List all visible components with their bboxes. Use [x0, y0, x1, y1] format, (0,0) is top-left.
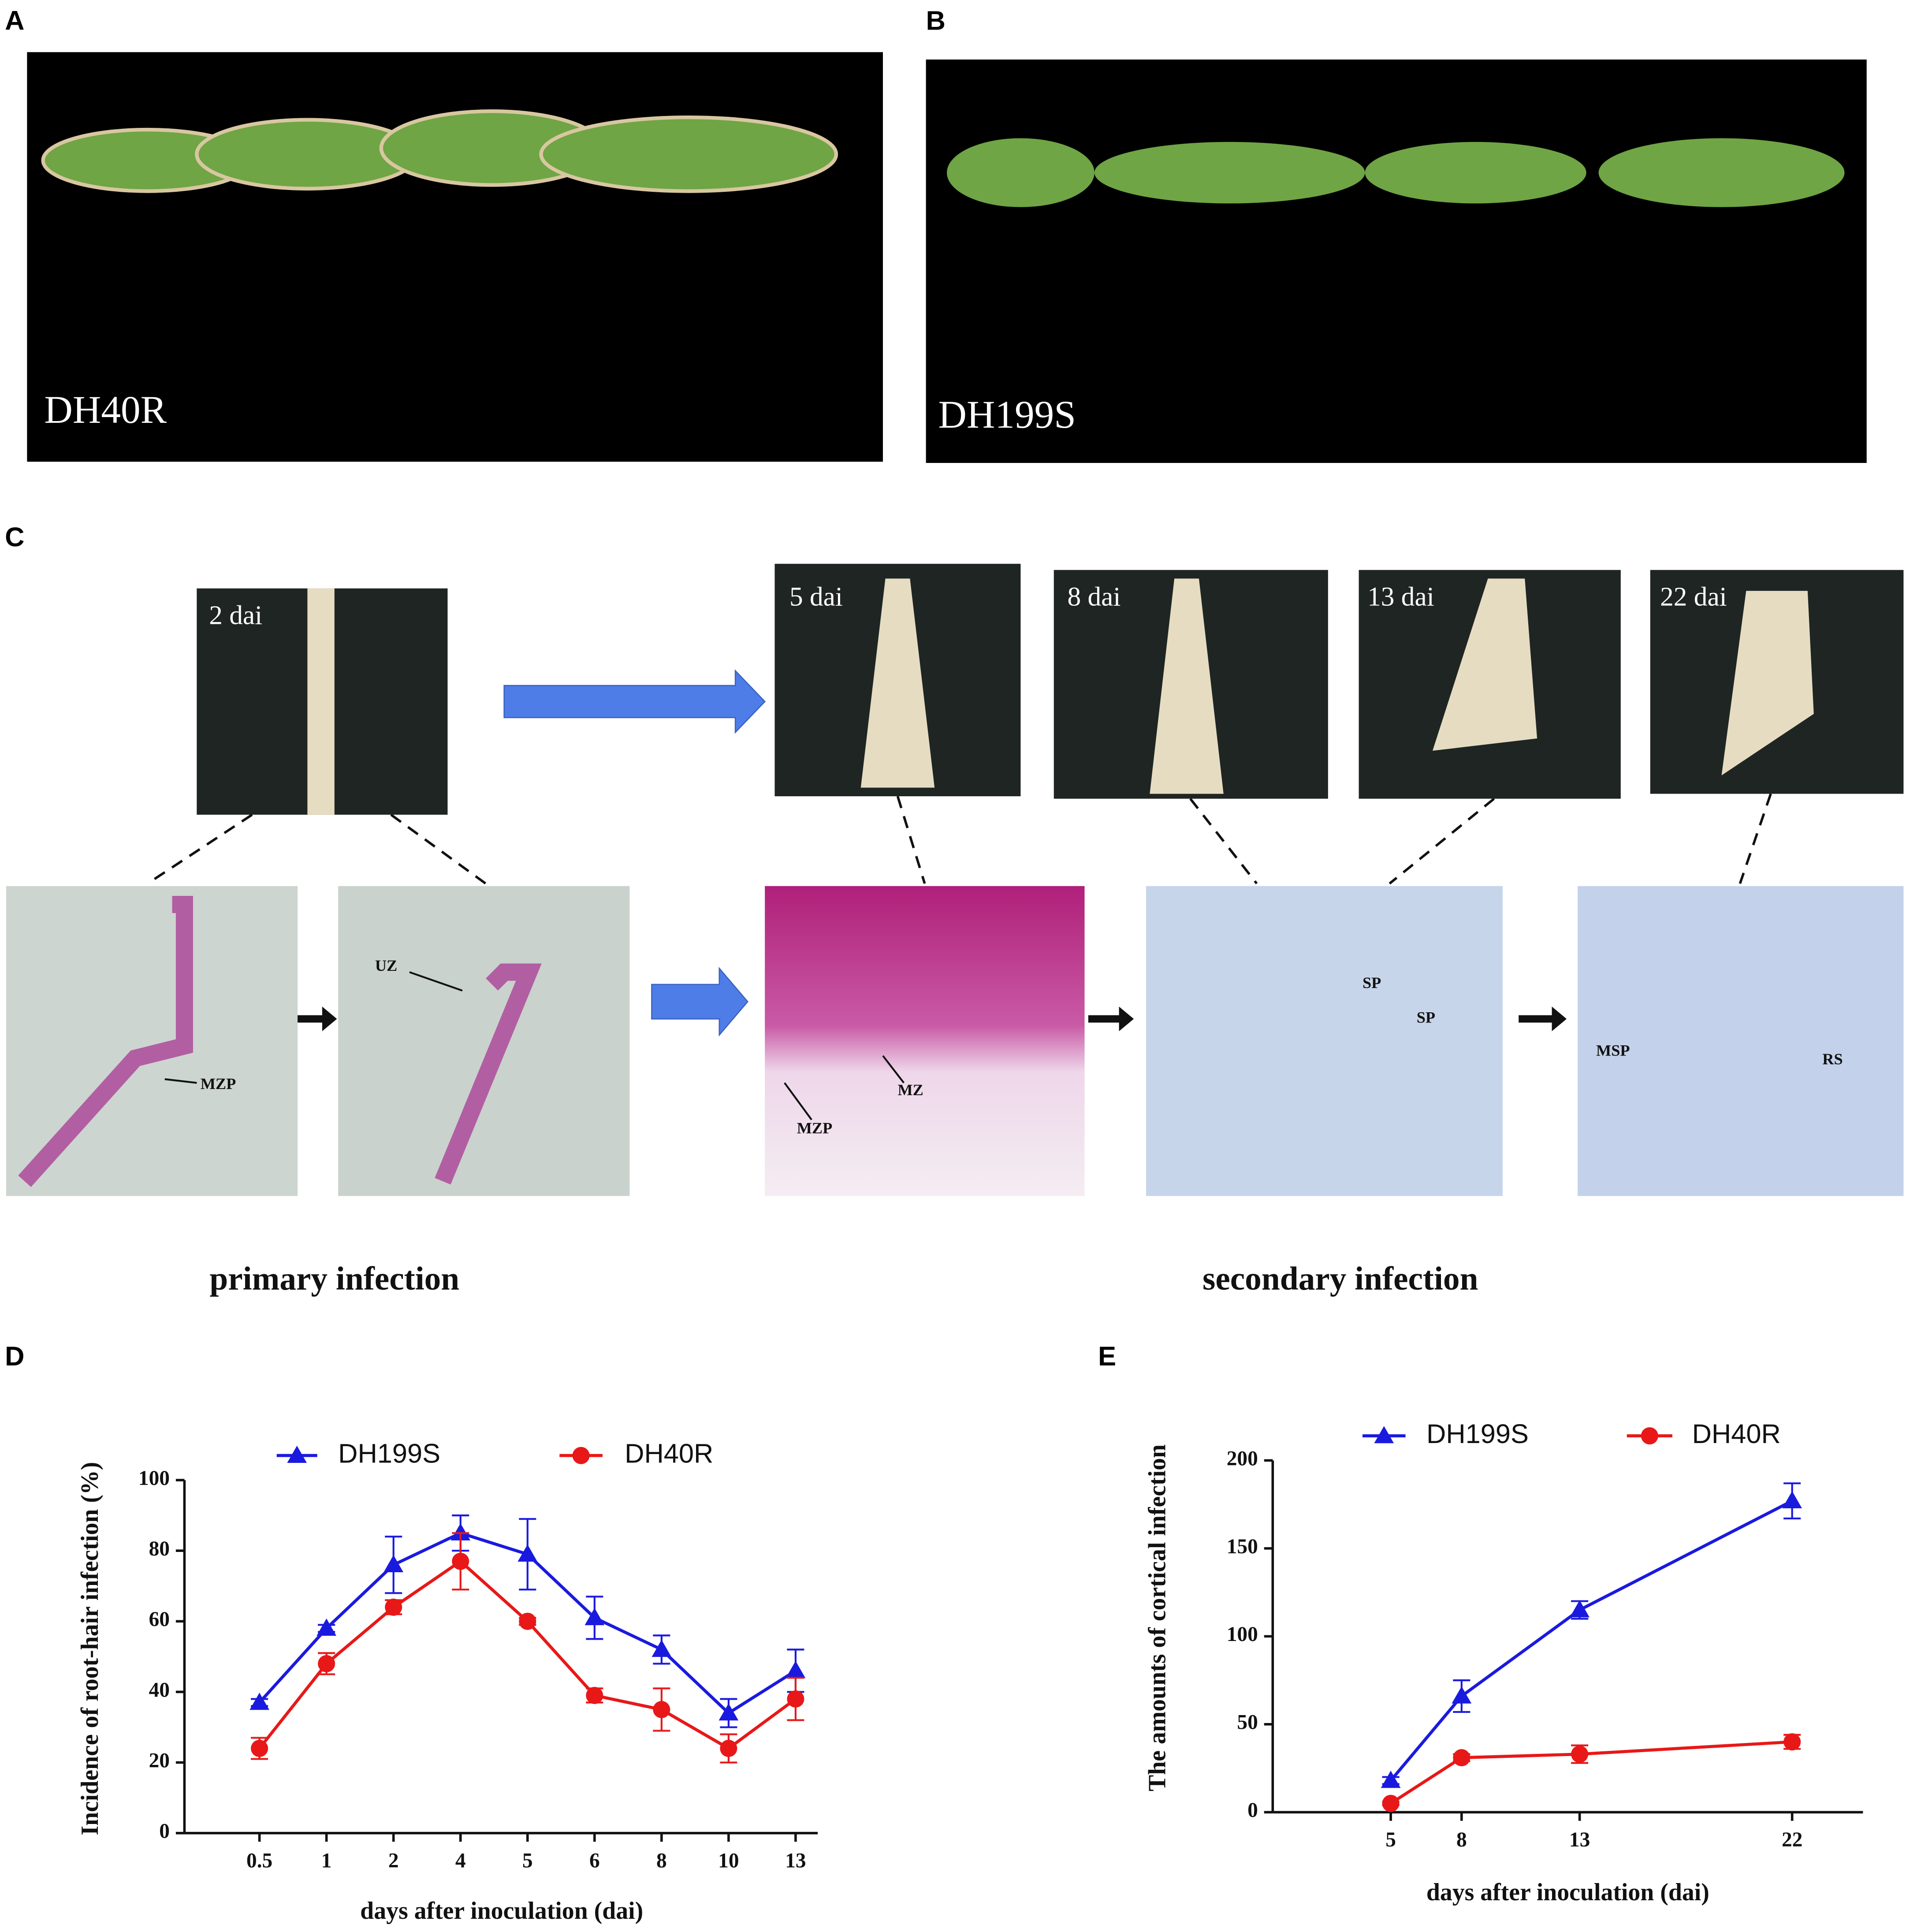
x-tick-label: 6 [589, 1850, 600, 1872]
y-tick-label: 20 [149, 1749, 170, 1772]
marker [718, 1703, 739, 1721]
dashed-connectors [147, 793, 1772, 885]
y-axis-label: Incidence of root-hair infection (%) [76, 1462, 104, 1835]
legend-label: DH40R [1692, 1419, 1781, 1449]
marker [651, 1640, 672, 1657]
annotation: MZP [201, 1075, 236, 1093]
marker [1782, 1491, 1802, 1508]
annotation: SP [1362, 974, 1381, 992]
marker [653, 1701, 670, 1719]
marker [584, 1608, 605, 1626]
marker [249, 1693, 269, 1710]
photo-caption: 13 dai [1367, 582, 1434, 612]
photo-caption: 8 dai [1067, 582, 1121, 612]
y-tick-label: 100 [1227, 1623, 1258, 1646]
y-tick-label: 100 [138, 1467, 170, 1490]
marker [251, 1740, 268, 1757]
marker [787, 1690, 804, 1708]
legend-marker [287, 1445, 307, 1463]
x-tick-label: 1 [321, 1850, 332, 1872]
panel-label: C [5, 522, 24, 552]
x-tick-label: 5 [1385, 1828, 1396, 1851]
photo-caption: 22 dai [1660, 582, 1727, 612]
marker [450, 1523, 471, 1540]
photo-caption: 2 dai [209, 600, 262, 630]
annotation: RS [1822, 1050, 1843, 1068]
plants [947, 138, 1845, 207]
y-tick-label: 60 [149, 1608, 170, 1631]
marker [1381, 1771, 1401, 1788]
photo-caption: 5 dai [789, 582, 843, 612]
y-tick-label: 0 [1247, 1799, 1258, 1822]
marker [383, 1555, 404, 1572]
marker [318, 1655, 335, 1672]
legend-marker [1641, 1427, 1658, 1445]
photo-caption: DH199S [938, 393, 1076, 436]
marker [1382, 1794, 1400, 1812]
marker [1571, 1746, 1589, 1763]
x-tick-label: 8 [1456, 1828, 1467, 1851]
arrows [164, 669, 1567, 1120]
y-tick-label: 200 [1227, 1447, 1258, 1470]
marker [1452, 1686, 1472, 1704]
legend-label: DH40R [625, 1439, 713, 1469]
photo [926, 60, 1867, 463]
marker [720, 1740, 737, 1757]
x-tick-label: 2 [388, 1850, 399, 1872]
x-tick-label: 22 [1782, 1828, 1802, 1851]
marker [586, 1686, 603, 1704]
marker [519, 1612, 536, 1630]
stage-label: secondary infection [1202, 1261, 1478, 1297]
x-tick-label: 8 [656, 1850, 667, 1872]
plants [41, 109, 838, 193]
y-tick-label: 150 [1227, 1535, 1258, 1558]
y-tick-label: 0 [159, 1820, 170, 1843]
micrographs [6, 886, 1904, 1196]
annotation: UZ [375, 957, 397, 974]
marker [316, 1619, 336, 1636]
legend-label: DH199S [1426, 1419, 1529, 1449]
y-tick-label: 80 [149, 1537, 170, 1560]
photo-caption: DH40R [44, 388, 167, 432]
x-tick-label: 0.5 [246, 1850, 272, 1872]
x-tick-label: 5 [522, 1850, 533, 1872]
root-photos [197, 563, 1904, 815]
annotation: MZP [797, 1119, 833, 1137]
marker [1453, 1749, 1470, 1767]
x-tick-label: 13 [785, 1850, 806, 1872]
panel-label: D [5, 1341, 24, 1372]
series-line [1389, 1499, 1793, 1782]
annotation: MZ [897, 1081, 923, 1099]
x-axis-label: days after inoculation (dai) [360, 1897, 643, 1925]
legend-label: DH199S [338, 1439, 440, 1469]
x-axis-label: days after inoculation (dai) [1426, 1879, 1709, 1906]
x-tick-label: 4 [455, 1850, 466, 1872]
marker [452, 1552, 469, 1570]
annotation: SP [1417, 1008, 1435, 1026]
panel-label: A [5, 6, 24, 36]
panel-label: B [926, 6, 946, 36]
y-axis-label: The amounts of cortical infection [1143, 1444, 1171, 1791]
marker [785, 1661, 806, 1678]
series-line [1390, 1740, 1792, 1805]
x-tick-label: 10 [718, 1850, 739, 1872]
marker [1783, 1733, 1801, 1751]
roots [307, 578, 1814, 815]
y-tick-label: 50 [1237, 1711, 1258, 1734]
stage-label: primary infection [209, 1261, 459, 1297]
marker [385, 1598, 402, 1616]
legend-marker [1374, 1426, 1394, 1443]
panel-label: E [1098, 1341, 1116, 1372]
marker [1570, 1600, 1590, 1618]
marker [517, 1544, 538, 1562]
legend-marker [572, 1447, 590, 1464]
annotation: MSP [1596, 1042, 1630, 1059]
y-tick-label: 40 [149, 1678, 170, 1701]
x-tick-label: 13 [1569, 1828, 1590, 1851]
